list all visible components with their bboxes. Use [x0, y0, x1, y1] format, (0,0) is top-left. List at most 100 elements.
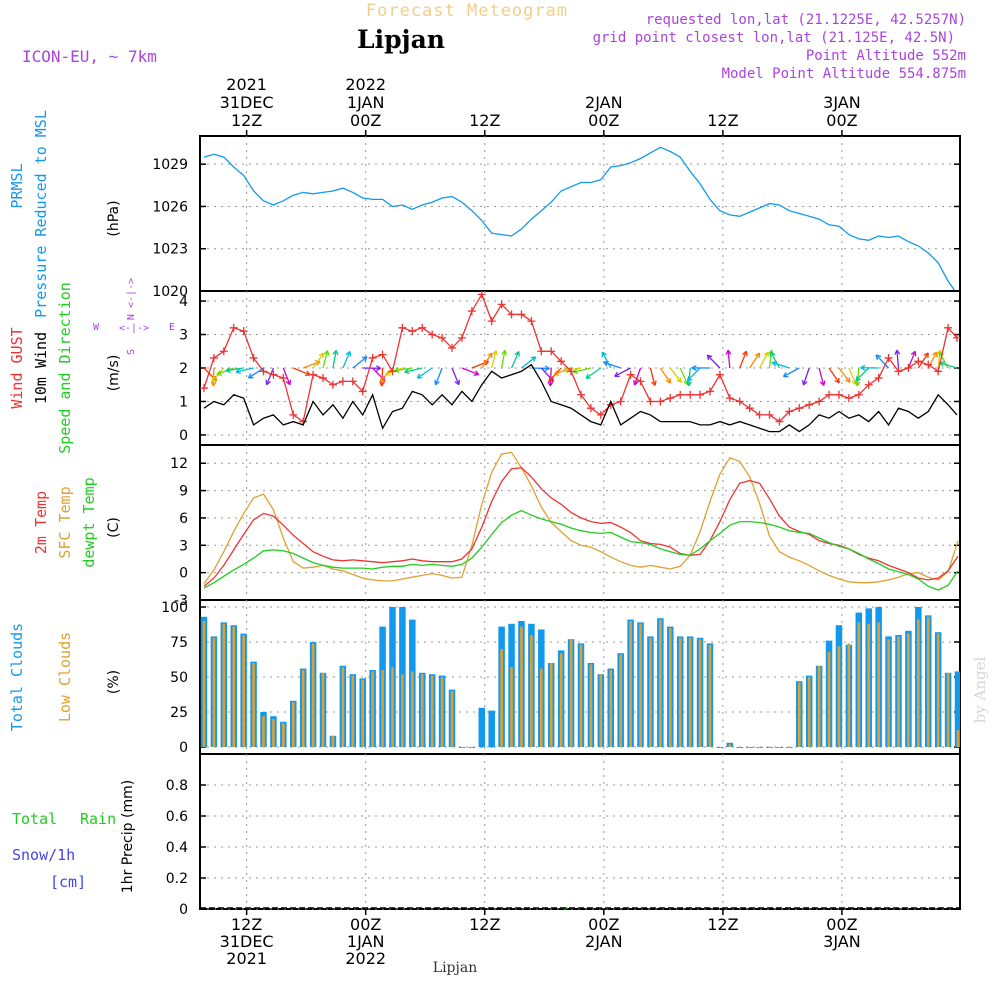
wind-direction-arrow	[248, 367, 264, 379]
gust-point	[457, 333, 466, 342]
side-label: PRMSL	[8, 163, 26, 208]
bar	[460, 747, 464, 748]
panel-frame	[199, 135, 961, 292]
wind-direction-arrow-head	[782, 372, 789, 378]
series-line-2	[203, 363, 958, 433]
bar	[500, 649, 503, 747]
wind-direction-arrow-head	[375, 365, 382, 372]
gust-point	[904, 364, 913, 372]
bar	[391, 667, 394, 747]
gust-point	[825, 390, 834, 399]
wind-direction-arrow	[686, 367, 701, 382]
series-line-1	[203, 292, 958, 423]
wind-direction-arrow	[342, 351, 351, 369]
bar	[222, 623, 226, 747]
bar	[470, 747, 474, 748]
x-label-bottom: 00Z	[826, 915, 857, 934]
gust-point	[497, 300, 506, 309]
gust-point	[705, 387, 714, 396]
y-tick-label: 1029	[152, 157, 188, 173]
bar	[728, 744, 732, 747]
wind-direction-arrow	[352, 356, 368, 369]
side-label: Pressure Reduced to MSL	[32, 110, 50, 318]
gust-point	[765, 410, 774, 419]
wind-direction-arrow-head	[225, 367, 231, 374]
bar	[629, 621, 632, 747]
y-tick-label: 0.6	[166, 809, 188, 825]
bar	[579, 644, 583, 747]
wind-direction-arrow	[216, 367, 234, 376]
wind-direction-arrow	[706, 354, 721, 369]
gust-point	[477, 291, 486, 299]
x-label-top: 2JAN	[585, 93, 623, 112]
wind-direction-arrow-head	[691, 364, 697, 371]
wind-direction-arrow-head	[875, 354, 882, 360]
y-tick-label: 0	[179, 740, 188, 756]
gust-point	[428, 330, 437, 339]
bar	[401, 674, 404, 747]
wind-direction-arrow-head	[854, 381, 861, 387]
bar	[589, 664, 593, 747]
bar	[907, 633, 910, 747]
panel-3: -3 0 3 6 9 12 (C) 2m Temp SFC Temp dewpt Temp	[32, 444, 961, 609]
wind-direction-arrow-head	[514, 351, 520, 357]
wind-direction-arrow	[235, 367, 254, 373]
wind-direction-arrow-head	[318, 352, 325, 359]
x-label-top: 2022	[345, 75, 386, 94]
wind-direction-arrow	[818, 367, 825, 386]
wind-direction-arrow	[875, 354, 890, 369]
wind-direction-arrow	[856, 367, 860, 386]
wind-direction-arrow	[312, 352, 324, 369]
bar	[917, 619, 920, 747]
wind-direction-arrow	[601, 351, 612, 369]
gust-point	[239, 327, 248, 336]
wind-direction-arrow	[451, 367, 460, 385]
gust-point	[944, 323, 953, 332]
gust-point	[745, 404, 754, 413]
gust-point	[408, 327, 417, 336]
wind-direction-arrow	[907, 351, 916, 369]
gust-point	[805, 400, 814, 409]
wind-direction-arrow-head	[665, 377, 672, 384]
bar	[520, 626, 523, 747]
gust-point	[348, 377, 357, 386]
bar	[331, 735, 335, 747]
y-tick-label: 0.4	[166, 840, 188, 856]
bar	[807, 677, 811, 747]
side-label: Total	[12, 810, 57, 828]
model-label: ICON-EU, ~ 7km	[22, 47, 157, 66]
bar	[768, 747, 771, 748]
gust-point	[209, 353, 218, 362]
y-tick-label: 1020	[152, 284, 188, 300]
bar	[748, 747, 751, 748]
bar	[232, 626, 236, 747]
wind-direction-arrow-head	[211, 376, 217, 383]
wind-direction-arrow-head	[763, 351, 769, 358]
y-axis-label: (hPa)	[106, 200, 122, 236]
bar	[540, 668, 543, 747]
gust-point	[914, 357, 923, 366]
bar	[301, 670, 305, 747]
x-label-bottom: 2JAN	[585, 932, 623, 951]
x-label-bottom: 12Z	[231, 915, 262, 934]
bar	[549, 663, 553, 747]
gust-point	[279, 374, 288, 383]
wind-direction-arrow-head	[416, 373, 423, 379]
wind-direction-arrow-head	[801, 380, 808, 386]
gust-point	[507, 310, 516, 319]
wind-compass: W E <-|-> N <-|-> S	[93, 278, 175, 355]
wind-direction-arrow	[772, 361, 790, 369]
plot-area	[200, 607, 960, 748]
wind-direction-arrow	[481, 352, 493, 369]
compass-south: S	[126, 349, 137, 355]
wind-direction-arrow-head	[247, 373, 254, 379]
x-label-bottom: 12Z	[469, 915, 500, 934]
bar	[688, 637, 692, 747]
info-line-grid: grid point closest lon,lat (21.125E, 42.…	[593, 30, 955, 46]
wind-direction-arrow-head	[845, 377, 851, 383]
bar	[877, 622, 880, 747]
bar	[946, 672, 950, 747]
wind-direction-arrow	[510, 351, 520, 369]
side-label: Speed and Direction	[56, 282, 74, 454]
wind-direction-arrow	[838, 367, 851, 383]
